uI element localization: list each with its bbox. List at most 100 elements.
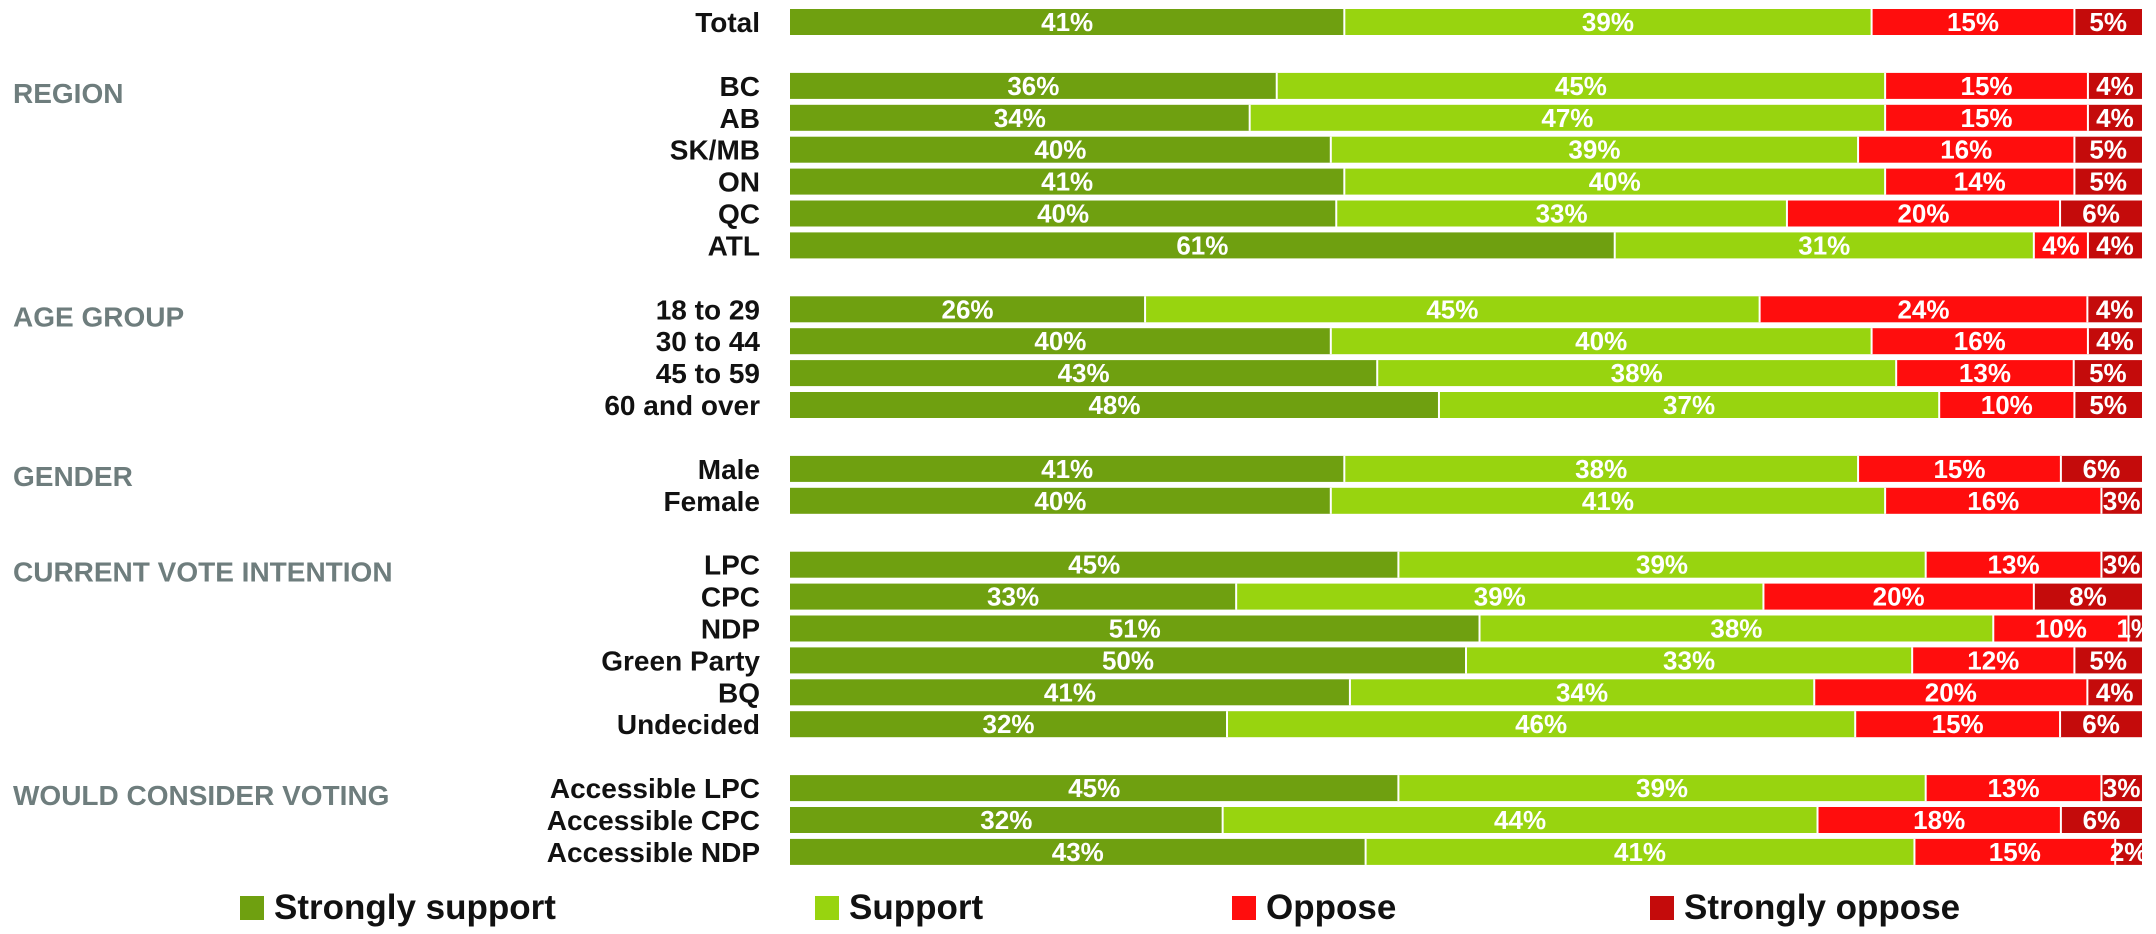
data-label: 3% [2103, 773, 2141, 803]
row-label: BC [720, 71, 760, 102]
segment-divider [2086, 328, 2089, 355]
bar-segment [2087, 104, 2142, 131]
segment-divider [1884, 487, 1887, 514]
segment-divider [2072, 360, 2075, 387]
data-label: 39% [1582, 7, 1634, 37]
legend-swatch [1650, 896, 1674, 920]
segment-divider [1857, 455, 1860, 482]
bar-segment [1855, 711, 2061, 738]
data-label: 39% [1474, 582, 1526, 612]
segment-divider [2032, 232, 2035, 259]
row-label: Undecided [617, 709, 760, 740]
segment-divider [2073, 9, 2076, 35]
bar-segment [1276, 72, 1886, 99]
row-label: Total [695, 7, 760, 38]
legend-label: Strongly oppose [1684, 888, 1961, 927]
legend-item: Support [815, 888, 983, 928]
data-label: 38% [1575, 454, 1627, 484]
data-label: 6% [2083, 454, 2121, 484]
segment-divider [1992, 615, 1995, 642]
data-label: 3% [2103, 550, 2141, 580]
data-label: 51% [1109, 614, 1161, 644]
segment-divider [1870, 328, 1873, 355]
data-label: 33% [987, 582, 1039, 612]
bar-segment [790, 615, 1480, 642]
segment-divider [2100, 487, 2103, 514]
data-label: 45% [1426, 294, 1478, 324]
bar-segment [790, 168, 1345, 195]
data-label: 46% [1515, 709, 1567, 739]
data-label: 50% [1102, 645, 1154, 675]
data-label: 13% [1988, 550, 2040, 580]
data-label: 10% [1981, 390, 2033, 420]
segment-divider [1144, 296, 1147, 323]
bar-segment [1344, 168, 1886, 195]
legend-item: Strongly support [240, 888, 556, 928]
data-label: 6% [2083, 805, 2121, 835]
segment-divider [1343, 168, 1346, 195]
bar-segment [2128, 615, 2142, 642]
bar-segment [2060, 455, 2142, 482]
segment-divider [1816, 807, 1819, 833]
row-label: NDP [701, 614, 760, 645]
segment-divider [1348, 679, 1351, 706]
row-label: Female [664, 486, 761, 517]
data-label: 40% [1034, 486, 1086, 516]
data-label: 40% [1589, 167, 1641, 197]
data-label: 33% [1663, 645, 1715, 675]
data-label: 10% [2035, 614, 2087, 644]
bar-segment [790, 551, 1399, 578]
bar-segment [2073, 360, 2142, 387]
legend-swatch [1232, 896, 1256, 920]
data-label: 36% [1007, 71, 1059, 101]
data-label: 41% [1041, 454, 1093, 484]
data-label: 16% [1967, 486, 2019, 516]
data-label: 14% [1954, 167, 2006, 197]
data-label: 5% [2089, 7, 2127, 37]
segment-divider [2059, 455, 2062, 482]
segment-divider [1221, 807, 1224, 833]
data-label: 15% [1989, 837, 2041, 867]
data-label: 34% [1556, 677, 1608, 707]
data-label: 15% [1960, 103, 2012, 133]
bar-segment [1438, 392, 1940, 418]
bar-segment [2074, 392, 2142, 418]
row-label: ATL [708, 230, 760, 261]
bar-segment [1336, 200, 1787, 227]
bar-segment [2060, 200, 2142, 227]
data-label: 12% [1967, 645, 2019, 675]
legend-item: Oppose [1232, 888, 1396, 928]
bar-segment [1885, 168, 2075, 195]
row-label: ON [718, 167, 760, 198]
bar-segment [790, 647, 1466, 674]
data-label: 4% [2096, 326, 2134, 356]
data-label: 5% [2089, 167, 2127, 197]
bar-segment [790, 360, 1378, 387]
bar-segment [790, 487, 1331, 514]
data-label: 41% [1582, 486, 1634, 516]
bar-segment [1814, 679, 2088, 706]
bar-segment [1885, 487, 2102, 514]
data-label: 8% [2069, 582, 2107, 612]
data-label: 43% [1052, 837, 1104, 867]
segment-divider [1397, 775, 1400, 802]
segment-divider [1329, 487, 1332, 514]
data-label: 48% [1088, 390, 1140, 420]
data-label: 4% [2096, 71, 2134, 101]
segment-divider [2073, 136, 2076, 163]
bar-segment [790, 838, 1366, 865]
segment-divider [1762, 583, 1765, 610]
bar-segment [790, 807, 1223, 833]
bar-segment [2087, 232, 2142, 259]
data-label: 16% [1954, 326, 2006, 356]
segment-divider [1465, 647, 1467, 674]
row-label: 30 to 44 [656, 326, 761, 357]
bar-segment [1925, 551, 2102, 578]
bar-segment [2033, 583, 2142, 610]
bar-segment [790, 136, 1331, 163]
group-label: WOULD CONSIDER VOTING [13, 780, 389, 811]
data-label: 3% [2103, 486, 2141, 516]
data-label: 39% [1636, 773, 1688, 803]
row-label: Green Party [601, 645, 760, 676]
group-label: AGE GROUP [13, 301, 184, 332]
